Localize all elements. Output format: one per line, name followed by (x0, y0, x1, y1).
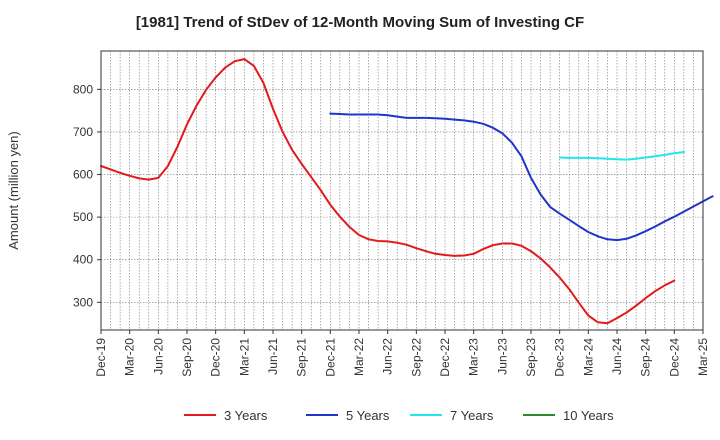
grid (101, 51, 703, 330)
legend-label: 7 Years (450, 408, 494, 423)
legend-label: 5 Years (346, 408, 390, 423)
series-line (329, 112, 714, 242)
x-tick-label: Sep-24 (639, 338, 653, 377)
x-tick-label: Mar-20 (123, 338, 137, 376)
x-tick-label: Sep-22 (409, 338, 423, 377)
y-tick-label: 700 (73, 125, 93, 139)
x-tick-label: Jun-22 (381, 338, 395, 375)
y-tick-label: 300 (73, 295, 93, 309)
x-tick-label: Dec-23 (553, 338, 567, 377)
x-tick-label: Jun-24 (610, 338, 624, 375)
chart-title: [1981] Trend of StDev of 12-Month Moving… (135, 14, 585, 31)
y-tick-label: 400 (73, 253, 93, 267)
legend-label: 3 Years (224, 408, 268, 423)
x-tick-label: Dec-21 (323, 338, 337, 377)
x-tick-label: Dec-22 (438, 338, 452, 377)
x-tick-label: Mar-21 (237, 338, 251, 376)
x-tick-label: Jun-21 (266, 338, 280, 375)
x-tick-label: Dec-24 (667, 338, 681, 377)
x-tick-label: Sep-21 (295, 338, 309, 377)
legend-label: 10 Years (563, 408, 614, 423)
x-tick-label: Mar-22 (352, 338, 366, 376)
y-axis: 300 400 500 600 700 800 (73, 82, 101, 309)
y-tick-label: 500 (73, 210, 93, 224)
x-tick-label: Mar-25 (696, 338, 710, 376)
series-line (558, 151, 685, 161)
plot-frame (100, 50, 704, 331)
x-tick-label: Mar-24 (581, 338, 595, 376)
x-tick-label: Sep-23 (524, 338, 538, 377)
x-tick-label: Dec-20 (209, 338, 223, 377)
legend: 3 Years 5 Years 7 Years 10 Years (184, 408, 614, 423)
x-tick-label: Mar-23 (467, 338, 481, 376)
y-tick-label: 600 (73, 168, 93, 182)
y-tick-label: 800 (73, 82, 93, 96)
x-tick-label: Dec-19 (94, 338, 108, 377)
x-axis: Dec-19 Mar-20 Jun-20 Sep-20 Dec-20 Mar-21 Jun-… (94, 330, 710, 377)
y-axis-label: Amount (million yen) (6, 131, 21, 250)
series-lines (100, 58, 714, 325)
x-tick-label: Jun-20 (151, 338, 165, 375)
x-tick-label: Sep-20 (180, 338, 194, 377)
x-tick-label: Jun-23 (495, 338, 509, 375)
series-line (100, 58, 676, 325)
